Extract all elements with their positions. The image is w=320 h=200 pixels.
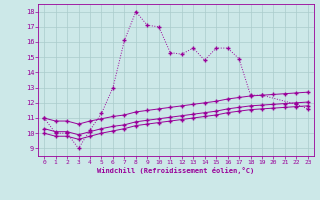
X-axis label: Windchill (Refroidissement éolien,°C): Windchill (Refroidissement éolien,°C) (97, 167, 255, 174)
